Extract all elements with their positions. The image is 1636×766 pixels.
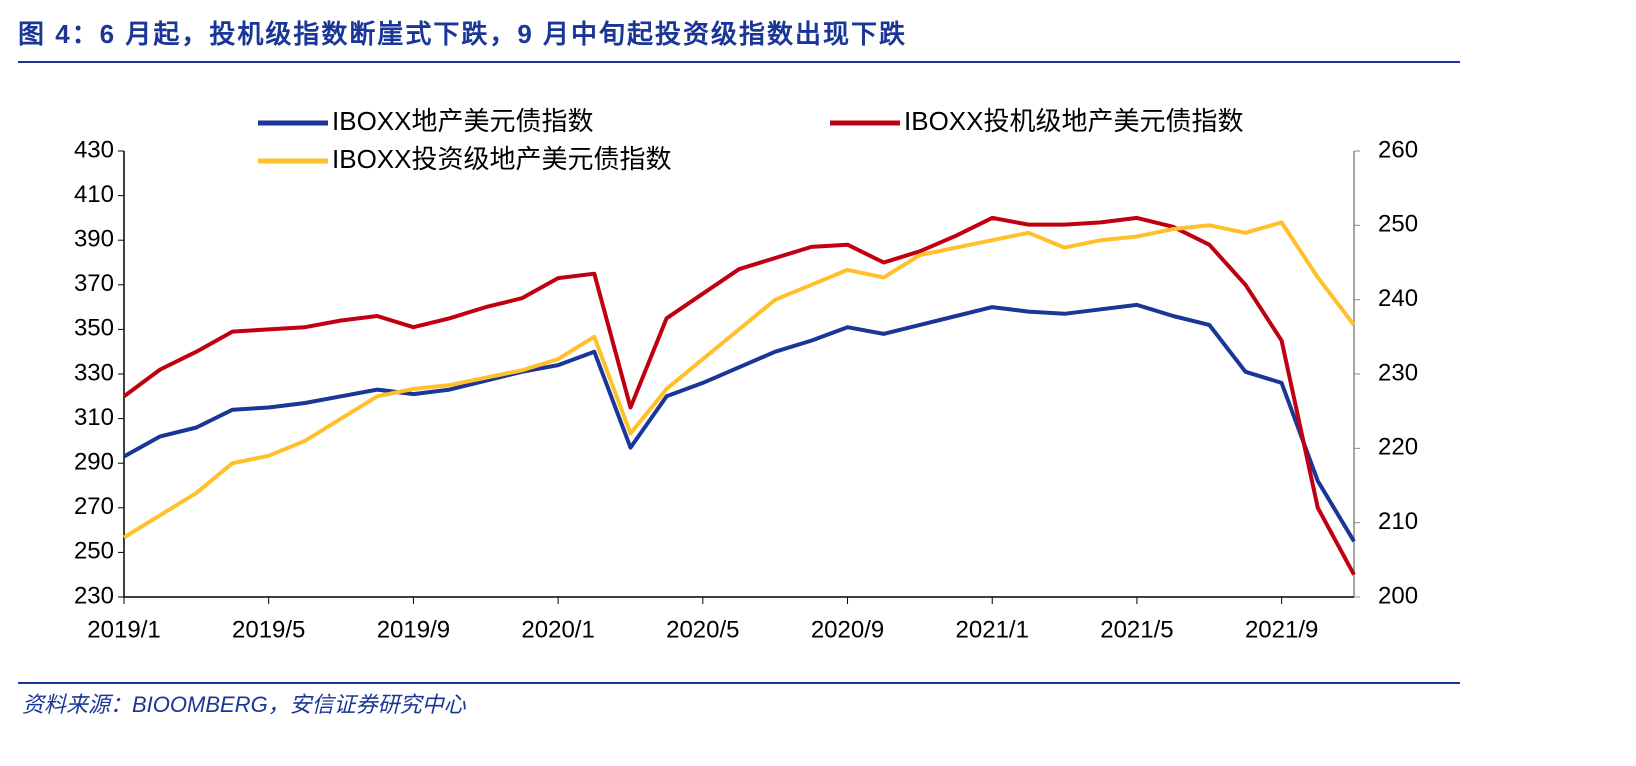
- x-tick-label: 2019/1: [87, 616, 160, 643]
- y-tick-label: 410: [74, 181, 114, 208]
- y2-tick-label: 200: [1378, 582, 1418, 609]
- y-tick-label: 330: [74, 359, 114, 386]
- y-tick-label: 350: [74, 315, 114, 342]
- y2-tick-label: 220: [1378, 434, 1418, 461]
- y-tick-label: 270: [74, 493, 114, 520]
- x-tick-label: 2021/5: [1100, 616, 1173, 643]
- y-tick-label: 250: [74, 538, 114, 565]
- x-tick-label: 2020/9: [811, 616, 884, 643]
- y2-tick-label: 230: [1378, 359, 1418, 386]
- x-tick-label: 2021/1: [956, 616, 1029, 643]
- x-tick-label: 2020/5: [666, 616, 739, 643]
- series-line: [122, 215, 1356, 576]
- chart-title: 图 4：6 月起，投机级指数断崖式下跌，9 月中旬起投资级指数出现下跌: [18, 19, 907, 49]
- legend-label: IBOXX地产美元债指数: [332, 106, 593, 136]
- x-tick-label: 2021/9: [1245, 616, 1318, 643]
- y2-tick-label: 210: [1378, 508, 1418, 535]
- y-tick-label: 230: [74, 582, 114, 609]
- y-tick-label: 370: [74, 270, 114, 297]
- series-line: [123, 302, 1356, 543]
- legend-label: IBOXX投资级地产美元债指数: [332, 144, 671, 174]
- y-tick-label: 390: [74, 226, 114, 253]
- y-tick-label: 290: [74, 449, 114, 476]
- y2-tick-label: 260: [1378, 136, 1418, 163]
- x-tick-label: 2020/1: [521, 616, 594, 643]
- y2-tick-label: 240: [1378, 285, 1418, 312]
- x-tick-label: 2019/9: [377, 616, 450, 643]
- source: 资料来源：BIOOMBERG，安信证券研究中心: [22, 692, 467, 717]
- legend-label: IBOXX投机级地产美元债指数: [904, 106, 1243, 136]
- x-tick-label: 2019/5: [232, 616, 305, 643]
- y-tick-label: 430: [74, 136, 114, 163]
- y-tick-label: 310: [74, 404, 114, 431]
- series-line: [122, 220, 1356, 540]
- y2-tick-label: 250: [1378, 211, 1418, 238]
